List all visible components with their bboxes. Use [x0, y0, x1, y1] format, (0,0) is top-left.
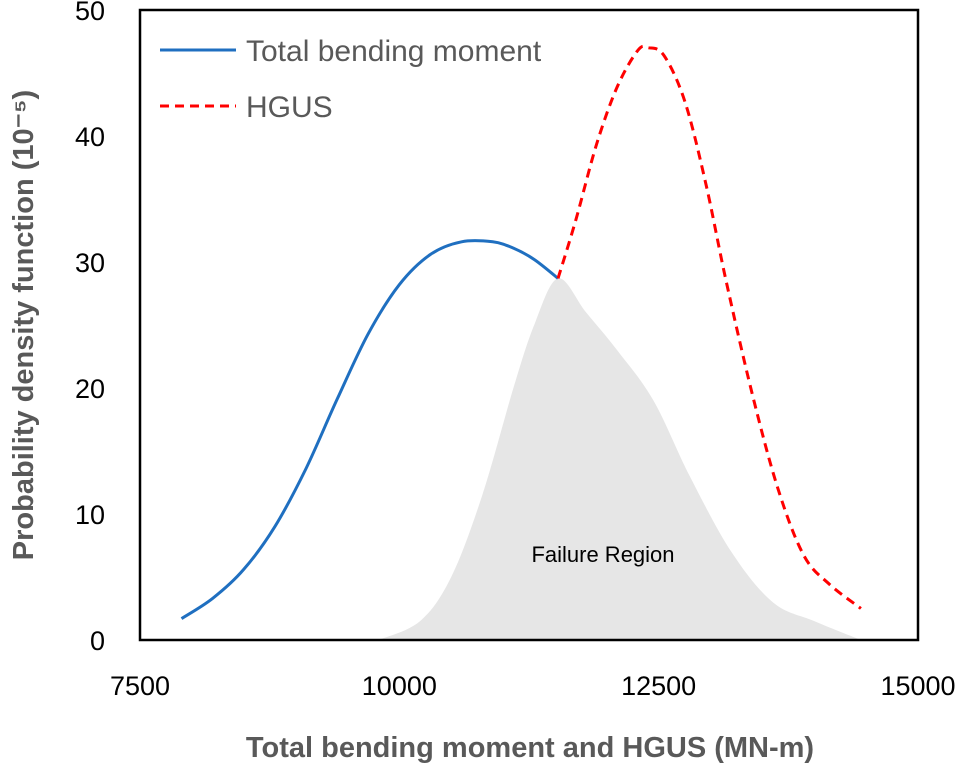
series-line-total-bending-moment: [180, 239, 559, 620]
failure-region-area: [378, 278, 861, 640]
y-tick-label: 10: [75, 500, 105, 530]
series-line-hgus: [556, 44, 862, 610]
failure-region-layer: [378, 278, 861, 640]
y-tick-label: 50: [75, 0, 105, 26]
y-tick-label: 30: [75, 248, 105, 278]
x-tick-label: 15000: [880, 671, 955, 701]
y-tick-label: 20: [75, 374, 105, 404]
x-tick-label: 7500: [110, 671, 170, 701]
series-layer: [180, 44, 862, 620]
x-axis-ticks: 7500 10000 12500 15000: [110, 671, 956, 701]
y-tick-label: 40: [75, 122, 105, 152]
y-tick-label: 0: [90, 626, 105, 656]
legend: Total bending moment HGUS: [160, 35, 542, 124]
failure-region-label: Failure Region: [531, 542, 674, 567]
plot-area-frame: [138, 8, 920, 642]
y-axis-ticks: 0 10 20 30 40 50: [75, 0, 105, 656]
y-axis-title: Probability density function (10⁻⁵): [8, 90, 40, 560]
legend-label-total-bending-moment: Total bending moment: [246, 35, 542, 68]
x-tick-label: 10000: [362, 671, 437, 701]
legend-label-hgus: HGUS: [246, 91, 333, 124]
x-tick-label: 12500: [621, 671, 696, 701]
x-axis-title: Total bending moment and HGUS (MN-m): [246, 732, 814, 764]
